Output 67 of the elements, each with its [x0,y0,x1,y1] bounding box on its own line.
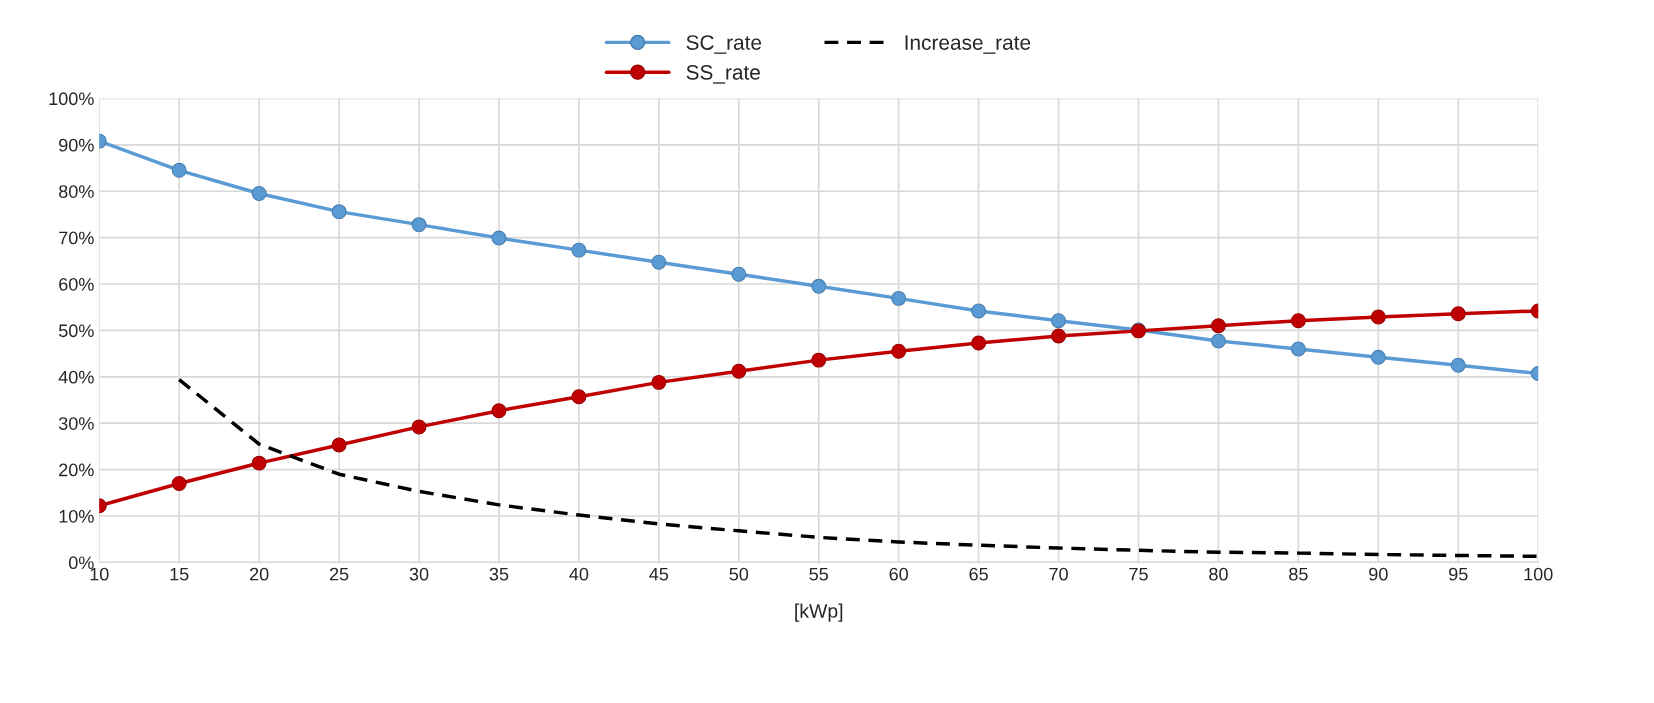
point [411,217,427,233]
point [651,374,667,390]
x-tick-label: 15 [170,567,189,581]
x-tick-label: 85 [1289,567,1308,581]
y-tick-label: 20% [59,463,94,477]
point [891,343,907,359]
point [171,476,187,491]
legend-label: Increase_rate [905,35,1031,54]
point [1450,306,1466,322]
y-tick-label: 0% [68,556,94,570]
y-tick-label: 100% [49,92,94,106]
point [571,242,587,258]
point [331,204,347,220]
point [251,455,267,471]
line-series [177,377,1539,559]
x-tick-label: 60 [889,567,909,581]
point [1210,318,1226,334]
point [491,403,507,419]
x-tick-label: 80 [1209,567,1228,581]
y-tick-label: 30% [58,417,94,430]
point [891,290,907,306]
point [331,437,347,453]
y-tick-label: 10% [59,509,94,523]
x-tick-label: 35 [489,567,509,581]
point [971,335,987,351]
x-tick-label: 90 [1369,567,1388,581]
x-tick-label: 65 [969,567,988,581]
x-tick-label: 25 [329,567,349,581]
point [731,266,747,282]
point [1210,333,1226,349]
point [571,389,587,405]
point [811,278,827,294]
x-tick-label: 50 [729,567,749,581]
point [411,419,427,435]
y-tick-label: 50% [58,324,94,338]
x-tick-label: 100 [1524,567,1553,581]
x-tick-label: 55 [809,567,829,581]
point [811,352,827,368]
point [1450,357,1466,373]
point [731,363,747,379]
x-axis-title: [kWp] [795,603,843,622]
point [1370,309,1386,325]
y-tick-label: 40% [58,370,94,384]
x-tick-label: 20 [249,567,269,581]
point [651,254,667,270]
point [1370,349,1386,365]
y-tick-label: 80% [59,185,94,198]
point [1051,328,1067,344]
point [1051,313,1067,329]
legend-label: SC_rate [686,35,762,54]
point [491,230,507,246]
point [1290,313,1306,329]
y-tick-label: 70% [59,231,94,245]
x-tick-label: 30 [409,567,429,581]
x-tick-label: 10 [90,567,109,581]
point [251,186,267,201]
y-tick-label: 90% [59,138,94,152]
x-tick-label: 95 [1449,567,1468,581]
point [171,162,187,178]
point [971,303,987,319]
x-tick-label: 70 [1049,567,1068,581]
legend-label: SS_rate [686,64,760,84]
point [1290,341,1306,357]
y-tick-label: 60% [59,277,94,291]
x-tick-label: 45 [649,567,669,581]
x-tick-label: 40 [569,567,589,581]
x-tick-label: 75 [1129,567,1148,581]
